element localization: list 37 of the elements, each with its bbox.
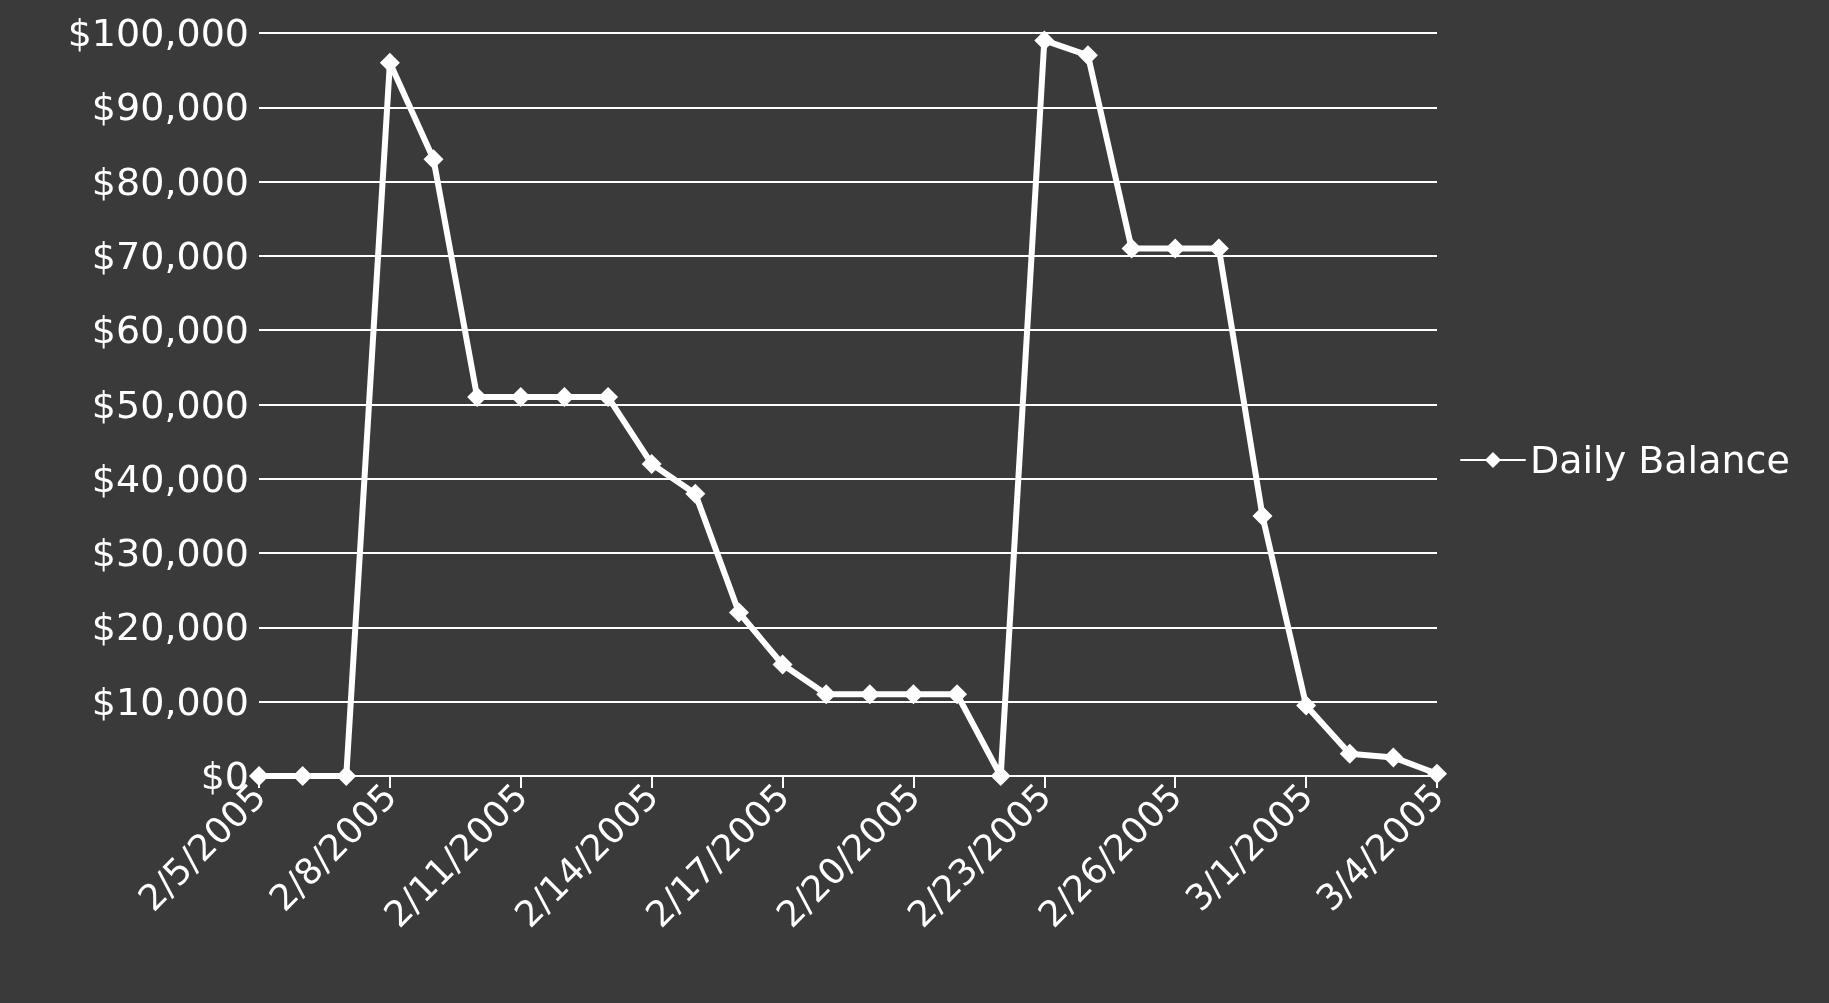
point	[685, 483, 706, 504]
point	[1252, 505, 1273, 526]
y-tick-label: $40,000	[91, 456, 249, 501]
point	[728, 602, 749, 623]
point	[859, 684, 880, 705]
y-tick-label: $100,000	[67, 11, 249, 55]
point	[990, 766, 1011, 786]
point	[336, 766, 357, 786]
point	[903, 684, 924, 705]
point	[1034, 30, 1055, 51]
point	[554, 387, 575, 408]
point	[1165, 238, 1186, 259]
point	[772, 654, 793, 675]
point	[641, 453, 662, 474]
point	[423, 149, 444, 170]
legend-label: Daily Balance	[1530, 438, 1790, 482]
point	[1339, 743, 1360, 764]
y-tick-label: $80,000	[91, 159, 249, 204]
y-tick-label: $60,000	[91, 308, 249, 353]
y-tick-label: $30,000	[91, 531, 249, 576]
point	[1296, 695, 1317, 716]
point	[292, 766, 313, 786]
y-tick-label: $70,000	[91, 233, 249, 278]
point	[249, 766, 269, 786]
y-tick-label: $90,000	[91, 85, 249, 130]
point	[1121, 238, 1142, 259]
point	[1208, 238, 1229, 259]
point	[947, 684, 968, 705]
y-tick-label: $20,000	[91, 605, 249, 650]
point	[598, 387, 619, 408]
point	[816, 684, 837, 705]
y-tick-label: $10,000	[91, 679, 249, 724]
point	[1427, 763, 1447, 784]
point	[1383, 747, 1404, 768]
y-tick-label: $50,000	[91, 382, 249, 427]
point	[1077, 45, 1098, 66]
point	[379, 52, 400, 73]
